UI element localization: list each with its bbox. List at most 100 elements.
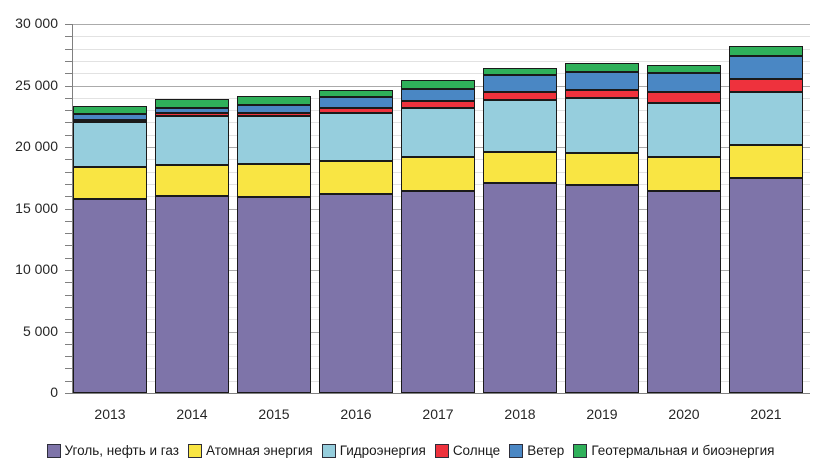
bar-segment — [73, 198, 147, 393]
y-axis-tick — [65, 282, 72, 284]
x-axis-label: 2016 — [340, 406, 372, 422]
y-axis-tick — [65, 208, 72, 210]
y-axis-tick — [65, 85, 72, 87]
bar-segment — [401, 79, 475, 90]
bar-segment — [483, 151, 557, 184]
y-axis-tick — [65, 159, 72, 161]
bar-segment — [565, 184, 639, 393]
x-axis-label: 2019 — [586, 406, 618, 422]
y-axis-tick — [65, 220, 72, 222]
x-axis-label: 2015 — [258, 406, 290, 422]
legend-label: Уголь, нефть и газ — [64, 443, 179, 458]
bar-segment — [483, 67, 557, 76]
bar-segment — [565, 152, 639, 185]
x-axis-label: 2013 — [94, 406, 126, 422]
y-axis-tick — [65, 48, 72, 50]
y-axis-tick — [65, 122, 72, 124]
x-axis-label: 2020 — [668, 406, 700, 422]
y-axis-tick — [65, 147, 72, 148]
y-axis-line — [72, 24, 73, 393]
bar-segment — [401, 101, 475, 108]
bar-segment — [483, 91, 557, 100]
legend-item: Солнце — [434, 443, 500, 458]
bar-segment — [565, 89, 639, 98]
legend-label: Геотермальная и биоэнергия — [591, 443, 775, 458]
y-axis-tick — [65, 319, 72, 321]
y-axis-tick — [65, 171, 72, 173]
bar-segment — [319, 161, 393, 194]
legend-color-swatch — [573, 443, 588, 458]
bar-segment — [155, 113, 229, 117]
bar-segment — [319, 97, 393, 109]
minor-gridline — [72, 60, 810, 62]
legend-item: Уголь, нефть и газ — [46, 443, 179, 458]
y-axis-tick — [65, 356, 72, 358]
y-axis-tick — [65, 36, 72, 38]
x-axis-label: 2017 — [422, 406, 454, 422]
bar-segment — [237, 112, 311, 116]
y-axis-tick — [65, 196, 72, 198]
y-axis-label: 10 000 — [15, 261, 58, 277]
major-gridline — [72, 24, 810, 25]
y-axis-tick — [65, 97, 72, 99]
legend-item: Геотермальная и биоэнергия — [573, 443, 774, 458]
minor-gridline — [72, 48, 810, 50]
y-axis-tick — [65, 257, 72, 259]
y-axis-label: 20 000 — [15, 138, 58, 154]
y-axis-tick — [65, 306, 72, 308]
legend-color-swatch — [187, 443, 202, 458]
bar-segment — [483, 75, 557, 92]
legend-item: Гидроэнергия — [321, 443, 426, 458]
y-axis-tick — [65, 368, 72, 370]
y-axis-label: 0 — [50, 384, 58, 400]
bar-segment — [483, 183, 557, 393]
bar-segment — [73, 167, 147, 199]
bar-segment — [401, 89, 475, 102]
bar-segment — [73, 122, 147, 168]
bar-segment — [237, 115, 311, 165]
bar-segment — [729, 46, 803, 56]
x-axis-label: 2014 — [176, 406, 208, 422]
bar-segment — [319, 193, 393, 393]
bar-segment — [647, 157, 721, 192]
y-axis-tick — [65, 110, 72, 112]
bar-segment — [729, 145, 803, 179]
legend-label: Гидроэнергия — [339, 443, 426, 458]
bar-segment — [237, 104, 311, 113]
y-axis-tick — [65, 380, 72, 382]
y-axis-label: 25 000 — [15, 76, 58, 93]
bar-segment — [237, 196, 311, 393]
y-axis-tick — [65, 331, 72, 333]
bar-segment — [319, 89, 393, 98]
bar-segment — [237, 164, 311, 197]
bar-segment — [565, 62, 639, 72]
bar-segment — [647, 65, 721, 74]
y-axis-tick — [65, 60, 72, 62]
minor-gridline — [72, 36, 810, 38]
y-axis-tick — [65, 270, 72, 271]
legend-color-swatch — [46, 443, 61, 458]
y-axis-label: 30 000 — [15, 15, 58, 31]
bar-segment — [155, 164, 229, 197]
legend-label: Ветер — [527, 443, 565, 458]
y-axis-tick — [65, 73, 72, 75]
legend-item: Ветер — [509, 443, 564, 458]
y-axis-tick — [65, 343, 72, 345]
bar-segment — [565, 97, 639, 153]
bar-segment — [729, 79, 803, 92]
x-axis-label: 2021 — [750, 406, 782, 422]
y-axis-tick — [65, 134, 72, 136]
bar-segment — [401, 190, 475, 393]
legend-item: Атомная энергия — [187, 443, 313, 458]
bar-segment — [73, 105, 147, 115]
y-axis-label: 5 000 — [22, 322, 58, 339]
bar-segment — [73, 114, 147, 120]
bar-segment — [729, 55, 803, 80]
bar-segment — [483, 99, 557, 152]
legend-color-swatch — [434, 443, 449, 458]
y-axis-tick — [65, 183, 72, 185]
legend-label: Атомная энергия — [205, 443, 313, 458]
legend-color-swatch — [321, 443, 336, 458]
bar-segment — [155, 196, 229, 393]
